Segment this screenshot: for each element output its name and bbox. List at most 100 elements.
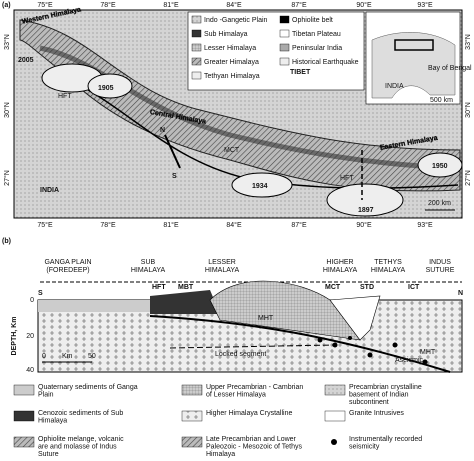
eq-ellipse [326,183,404,217]
legend-swatch [331,439,337,445]
quake [317,337,323,343]
legend-label: Indo -Gangetic Plain [204,17,268,24]
fault-label: MCT [224,147,240,154]
legend-label: Tethyan Himalaya [204,73,260,80]
fault-label: MBT [178,284,194,291]
lon-label: 81°E [163,221,179,229]
legend-swatch [279,15,290,24]
legend-label: Historical Earthquake [292,59,359,66]
legend-label: Greater Himalaya [204,59,259,66]
lon-label: 93°E [417,221,433,229]
lon-label: 87°E [291,221,307,229]
section-line [164,134,181,169]
fault-label: HFT [340,175,354,182]
lon-label: 75°E [37,221,53,229]
legend-swatch [324,384,346,396]
legend-label: Higher Himalaya Crystalline [206,410,292,417]
legend-label: Sub Himalaya [204,31,248,38]
legend-swatch [191,57,202,66]
fault-label: STD [360,284,374,291]
lat-label: 33°N [3,34,11,50]
section-end: S [38,290,43,297]
inset-label: INDIA [385,83,404,90]
mht [149,315,451,373]
legend-label: Ophiolite melange, volcanic are and molas… [38,436,124,458]
legend-swatch [191,15,202,24]
depth-tick: 0 [30,297,34,304]
inset-scale: 500 km [430,97,453,104]
earthquake-year: 2005 [18,57,34,64]
lon-label: 87°E [291,1,307,9]
scale-end: 50 [88,353,96,360]
lat-label: 30°N [3,102,11,118]
legend-swatch [279,43,290,52]
lat-label: 27°N [464,170,472,186]
inset-land [371,32,456,99]
annotation: Locked segment [215,351,266,358]
zone-label: SUB HIMALAYA [131,259,166,274]
inset-box [394,39,434,51]
depth-tick: 40 [26,367,34,374]
section-end: N [160,127,165,134]
fault-label: MCT [325,284,341,291]
quake [332,342,338,348]
panel-label: (b) [2,238,11,245]
earthquake-year: 1897 [358,207,374,214]
section-end: N [458,290,463,297]
depth-label: DEPTH, Km [11,317,18,356]
legend-swatch [13,384,35,396]
legend-label: Precambrian crystalline basement of India… [349,384,422,406]
legend-swatch [279,29,290,38]
inset-label: Bay of Bengal [428,65,472,72]
eq-ellipse [417,152,463,178]
annotation: MHT [420,349,436,356]
legend-label: Upper Precambrian - Cambrian of Lesser Hi… [206,384,303,399]
legend-swatch [181,410,203,422]
scale-label: 200 km [428,200,451,207]
legend-label: Quaternary sediments of Ganga Plain [38,384,138,399]
lon-label: 84°E [226,1,242,9]
legend-label: Peninsular India [292,45,342,52]
lon-label: 93°E [417,1,433,9]
legend-swatch [13,436,35,448]
legend-swatch [181,436,203,448]
fault-label: ICT [408,284,420,291]
legend-box [187,11,365,91]
section-end: S [172,173,177,180]
lon-label: 84°E [226,221,242,229]
higher-himalaya-section [329,295,381,341]
zone-label: LESSER HIMALAYA [205,259,240,274]
zone-label: TETHYS HIMALAYA [371,259,406,274]
earthquake-year: 1950 [432,163,448,170]
quake [422,359,428,365]
depth-tick: 20 [26,333,34,340]
eq-ellipse [87,73,133,99]
seismicity [317,336,428,365]
eq-ellipse [231,172,293,198]
legend-swatch [191,29,202,38]
lat-label: 27°N [3,170,11,186]
legend-swatch [191,43,202,52]
legend-label: Cenozoic sediments of Sub Himalaya [38,410,123,425]
sub-himalaya [150,290,220,314]
quake [367,352,373,358]
fault-label: HFT [152,284,166,291]
lat-label: 33°N [464,34,472,50]
locked-arrow [169,344,336,349]
lon-label: 81°E [163,1,179,9]
legend-label: Granite Intrusives [349,410,404,417]
zone-label: HIGHER HIMALAYA [323,259,358,274]
scale-unit: Km [62,353,73,360]
annotation: Aseismic [395,357,424,364]
legend-swatch [191,71,202,80]
legend-label: Instrumentally recorded seismicity [349,436,422,451]
legend-label: Ophiolite belt [292,17,333,24]
legend-swatch [13,410,35,422]
scale-start: 0 [42,353,46,360]
lon-label: 78°E [100,221,116,229]
lon-label: 78°E [100,1,116,9]
earthquake-year: 1934 [252,183,268,190]
legend-label: Lesser Himalaya [204,45,256,52]
quake [392,342,398,348]
